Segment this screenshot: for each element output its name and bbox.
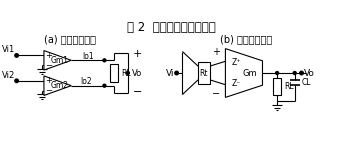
Text: (b) 低通放大电路: (b) 低通放大电路 [220, 34, 272, 44]
Text: Z⁺: Z⁺ [232, 58, 241, 67]
Circle shape [300, 71, 303, 75]
Text: −: − [45, 86, 52, 95]
Text: +: + [133, 49, 142, 59]
Text: Vi2: Vi2 [2, 71, 16, 80]
Text: Vo: Vo [132, 68, 142, 78]
Text: CL: CL [301, 78, 311, 87]
Circle shape [276, 72, 279, 74]
Circle shape [293, 72, 296, 74]
Text: −: − [45, 61, 52, 70]
Bar [198, 62, 210, 84]
Text: Rt: Rt [200, 68, 208, 78]
Text: +: + [45, 76, 52, 85]
Text: Vi1: Vi1 [2, 45, 16, 54]
Text: +: + [212, 47, 220, 57]
Text: −: − [133, 87, 142, 97]
Circle shape [15, 54, 18, 57]
Circle shape [126, 72, 129, 74]
Polygon shape [225, 49, 262, 97]
Text: (a) 求和放大电路: (a) 求和放大电路 [44, 34, 96, 44]
Text: Gm1: Gm1 [51, 56, 68, 65]
Text: RL: RL [121, 68, 131, 78]
Text: RL: RL [284, 82, 294, 91]
Text: +: + [45, 51, 52, 60]
Circle shape [103, 84, 106, 87]
Circle shape [15, 79, 18, 82]
Text: Gm: Gm [242, 68, 257, 78]
Text: Vo: Vo [303, 68, 314, 78]
Polygon shape [44, 76, 71, 95]
Text: Gm2: Gm2 [51, 81, 68, 90]
Circle shape [175, 71, 178, 75]
Text: 图 2  求和及低通放大电路: 图 2 求和及低通放大电路 [127, 21, 216, 34]
Bar [273, 78, 281, 95]
Text: Io1: Io1 [82, 52, 94, 61]
Bar [110, 64, 118, 82]
Polygon shape [44, 51, 71, 70]
Text: Z⁻: Z⁻ [232, 79, 241, 88]
Circle shape [103, 59, 106, 62]
Text: Vi: Vi [166, 68, 175, 78]
Text: −: − [212, 89, 220, 99]
Text: Io2: Io2 [80, 77, 92, 86]
